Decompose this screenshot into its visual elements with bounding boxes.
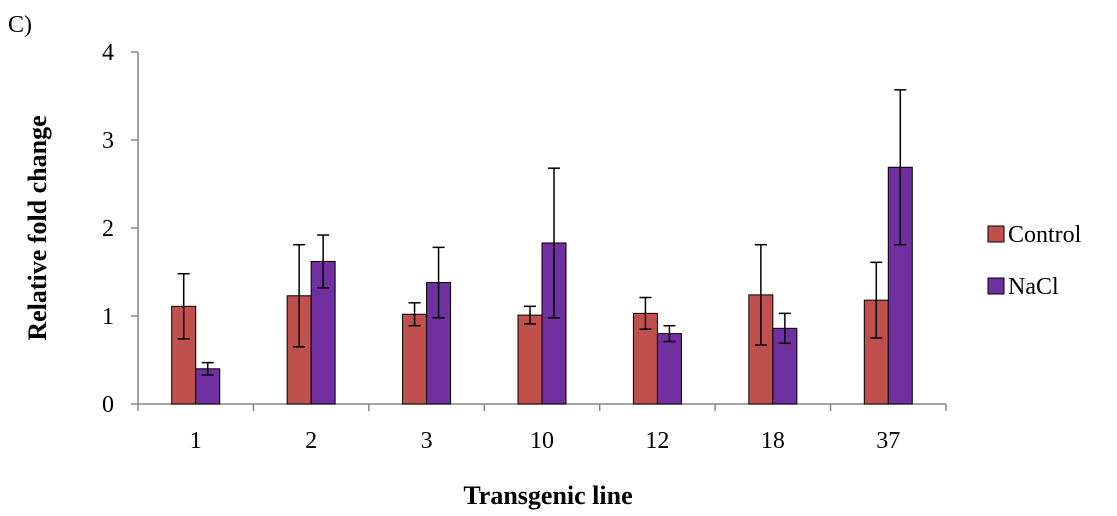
x-tick-label: 2 [305, 428, 317, 454]
y-axis-title: Relative fold change [23, 115, 52, 340]
legend-entry-control: Control [987, 222, 1082, 248]
error-bar-control-1 [177, 273, 190, 340]
bar-nacl-12 [656, 333, 682, 405]
x-tick-label: 3 [421, 428, 433, 454]
error-bars [177, 89, 907, 376]
y-tick-label: 4 [102, 40, 114, 66]
error-bar-nacl-12 [663, 324, 676, 343]
error-bar-nacl-3 [432, 246, 445, 319]
error-bar-control-3 [408, 302, 421, 327]
panel-label: C) [8, 12, 32, 38]
x-tick-label: 10 [530, 428, 554, 454]
y-axis: 0 1 2 3 4 [102, 40, 139, 418]
legend: Control NaCl [987, 222, 1082, 300]
x-tick-label: 1 [190, 428, 202, 454]
error-bar-control-2 [293, 243, 306, 348]
y-tick-label: 1 [102, 304, 114, 330]
error-bar-control-12 [639, 296, 652, 330]
error-bar-control-10 [524, 305, 536, 325]
legend-label: NaCl [1008, 274, 1059, 300]
error-bar-nacl-37 [894, 89, 907, 246]
x-tick-label: 12 [645, 428, 669, 454]
legend-label: Control [1008, 222, 1082, 248]
bars [171, 166, 913, 405]
legend-swatch [987, 225, 1005, 243]
error-bar-control-37 [870, 261, 883, 339]
bar-nacl-18 [772, 327, 798, 405]
x-tick-label: 37 [876, 428, 900, 454]
error-bar-control-18 [754, 243, 767, 346]
y-tick-label: 0 [102, 392, 114, 418]
x-axis-title: Transgenic line [463, 481, 632, 510]
bar-control-10 [517, 314, 543, 405]
error-bar-nacl-10 [548, 167, 560, 319]
legend-swatch [987, 277, 1005, 295]
x-tick-label: 18 [761, 428, 785, 454]
error-bar-nacl-18 [778, 312, 791, 345]
y-tick-label: 2 [102, 216, 114, 242]
y-tick-label: 3 [102, 128, 114, 154]
bar-control-3 [402, 313, 428, 405]
x-axis: 1 2 3 10 12 18 37 [137, 403, 947, 454]
error-bar-nacl-1 [201, 361, 214, 376]
error-bar-nacl-2 [317, 234, 330, 289]
legend-entry-nacl: NaCl [987, 274, 1059, 300]
